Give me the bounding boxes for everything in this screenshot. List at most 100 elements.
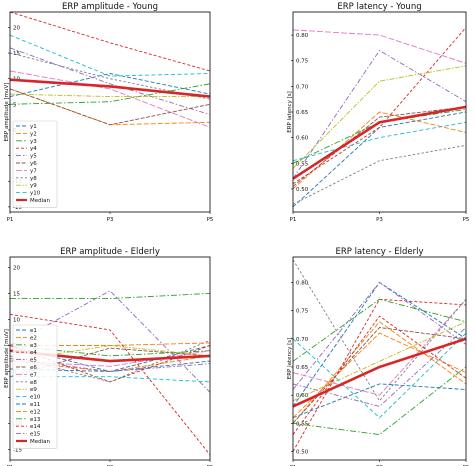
y-tick-label: 0.55 [296,161,309,167]
y-tick-label: 15 [13,51,20,57]
series-line-e10 [293,332,466,419]
series-line-y3 [10,83,210,105]
legend-label: e2 [30,335,37,341]
legend-label: e3 [30,343,37,349]
legend-label: y10 [30,191,41,197]
legend-label: Median [30,198,51,204]
series-line-y4 [10,12,210,72]
y-axis-label: ERP latency [s] [287,91,293,132]
legend-label: e1 [30,328,37,334]
series-line-y6 [293,106,466,187]
series-line-y5 [10,47,210,116]
series-line-e13 [293,298,466,362]
legend-label: e10 [30,395,41,401]
y-tick-label: 0.50 [296,187,309,193]
legend-label: y4 [30,146,37,152]
series-line-e2 [10,355,210,372]
series-line-y6 [10,88,210,126]
series-line-e9 [293,321,466,402]
y-tick-label: 20 [13,265,20,271]
legend-label: e4 [30,350,37,356]
y-tick-label: 15 [13,291,20,297]
series-line-e13 [10,292,210,300]
y-tick-label: -15 [13,448,22,454]
plot-frame [9,11,211,213]
series-line-e9 [10,345,210,362]
series-line-e12 [10,342,210,346]
chart-panel-1: ERP amplitude - Young ERP amplitude [muV]… [4,2,214,223]
legend-label: y7 [30,168,37,174]
y-tick-label: 0.75 [296,59,309,65]
legend-label: e5 [30,358,37,364]
plot-frame [292,11,467,213]
legend-label: y5 [30,154,37,160]
series-line-e2 [293,321,466,424]
plot-frame [9,256,211,461]
legend-label: y9 [30,183,37,189]
series-line-e12 [293,332,466,419]
x-tick-label: P3 [376,217,383,223]
series-line-median [9,78,211,98]
series-line-e6 [293,327,466,424]
series-line-e5 [293,281,466,390]
legend-box [12,324,58,449]
chart-title: ERP amplitude - Young [62,2,158,12]
legend-box [12,120,58,208]
series-line-e11 [293,383,466,419]
series-line-y8 [293,144,466,205]
series-line-y7 [293,29,466,64]
y-tick-label: 0.80 [296,33,309,39]
series-line-median [292,337,467,408]
series-line-e8 [293,259,466,402]
y-tick-label: 0.70 [296,84,309,90]
legend-label: y3 [30,139,37,145]
y-tick-label: 0.70 [296,337,309,343]
series-line-e14 [10,313,210,456]
x-tick-label: P3 [107,217,114,223]
chart-panel-2: ERP latency - Young ERP latency [s] 0.50 0.… [287,2,470,223]
series-line-y1 [293,111,466,208]
y-tick-label: 5 [13,102,17,108]
y-axis-label: ERP amplitude [muV] [4,83,10,142]
series-line-y1 [10,73,210,98]
series-line-e8 [10,339,210,383]
y-axis-label: ERP amplitude [muV] [4,329,10,388]
legend-label: e9 [30,387,37,393]
legend-label: y6 [30,161,37,167]
legend-label: e8 [30,380,37,386]
legend-label: e12 [30,409,40,415]
legend-label: e11 [30,402,40,408]
chart-panel-4: ERP latency - Elderly ERP latency [s] 0.50… [287,247,470,466]
legend-label: e15 [30,432,41,438]
y-tick-label: 10 [13,317,20,323]
y-tick-label: 20 [13,25,20,31]
x-tick-label: P1 [290,217,297,223]
plot-frame [292,256,467,461]
chart-panel-3: ERP amplitude - Elderly ERP amplitude [mu… [4,247,214,466]
series-line-y5 [293,49,466,179]
y-tick-label: 0.75 [296,309,309,315]
x-tick-label: P5 [207,217,214,223]
legend-label: y2 [30,131,37,137]
y-tick-label: 0.80 [296,280,309,286]
series-line-e7 [293,298,466,396]
series-line-y10 [10,34,210,77]
series-line-e14 [293,315,466,435]
chart-title: ERP latency - Elderly [335,247,423,257]
legend-label: y8 [30,176,37,182]
legend-label: e14 [30,424,41,430]
y-tick-label: -15 [13,205,22,211]
y-tick-label: 0.50 [296,450,309,456]
series-line-e3 [293,366,466,436]
chart-title: ERP amplitude - Elderly [60,247,160,257]
x-tick-label: P1 [7,217,14,223]
chart-title: ERP latency - Young [337,2,421,12]
series-line-y4 [293,27,466,185]
y-axis-label: ERP latency [s] [287,338,293,379]
series-line-e3 [10,345,210,357]
series-line-y7 [10,70,210,128]
y-tick-label: 0.60 [296,136,309,142]
